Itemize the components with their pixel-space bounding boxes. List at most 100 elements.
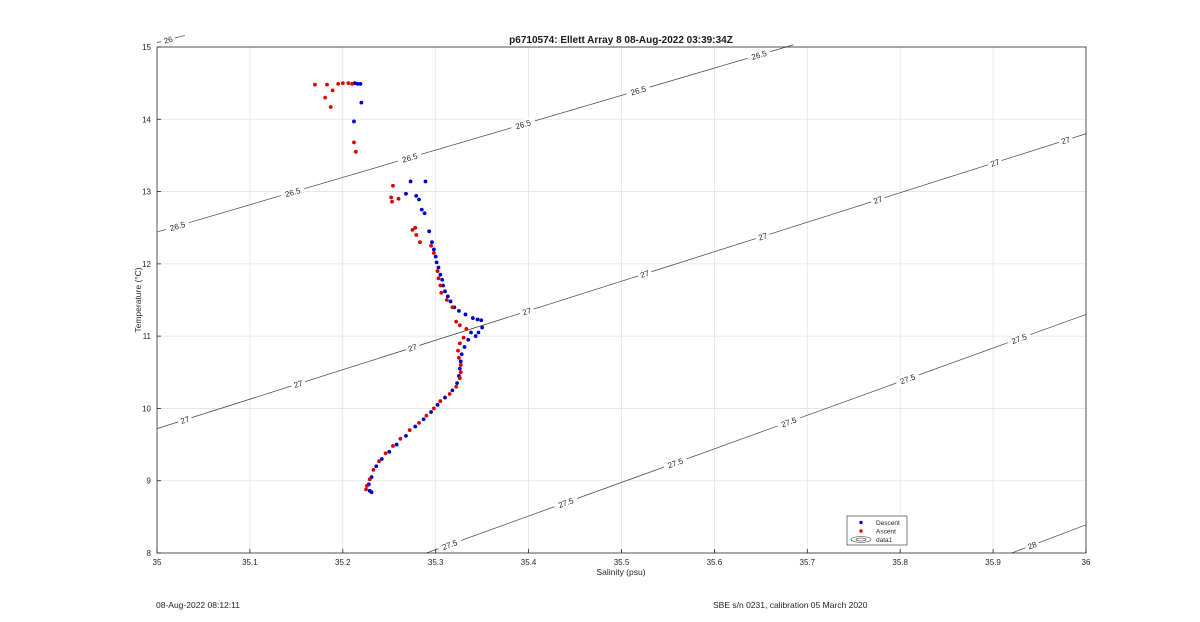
data-point-ascent <box>323 95 328 100</box>
data-point-descent <box>441 283 446 288</box>
data-point-ascent <box>444 298 449 302</box>
contour-label: 27 <box>990 157 1002 168</box>
data-point-ascent <box>391 444 395 448</box>
data-point-ascent <box>396 196 401 201</box>
data-point-descent <box>421 417 426 422</box>
data-point-ascent <box>457 323 462 328</box>
x-tick-label: 35.7 <box>800 558 816 567</box>
data-point-ascent <box>418 240 422 245</box>
data-point-descent <box>466 337 471 342</box>
data-point-ascent <box>365 483 369 488</box>
contour-label: 27 <box>757 231 769 242</box>
data-point-descent <box>470 316 475 320</box>
contour-label-bg <box>986 155 1004 170</box>
data-point-descent <box>394 442 399 447</box>
data-point-descent <box>443 395 447 400</box>
data-point-ascent <box>457 376 462 380</box>
data-point-ascent <box>429 243 433 248</box>
data-point-descent <box>457 308 461 313</box>
data-point-ascent <box>340 81 345 86</box>
contour-label-bg <box>869 192 887 207</box>
data-point-ascent <box>457 355 461 360</box>
contour-label: 26.5 <box>284 186 302 199</box>
contour-label-bg <box>625 82 652 99</box>
data-point-descent <box>455 381 459 386</box>
data-point-descent <box>413 424 418 429</box>
data-point-ascent <box>431 251 436 255</box>
data-point-ascent <box>456 348 460 353</box>
data-point-ascent <box>390 199 394 204</box>
data-point-ascent <box>391 183 395 188</box>
contour-line <box>156 133 1087 430</box>
data-point-descent <box>433 254 438 259</box>
data-point-ascent <box>367 477 372 482</box>
contour-label: 27 <box>872 194 884 205</box>
y-tick-label: 11 <box>143 332 152 341</box>
contour-label: 26.5 <box>169 220 187 233</box>
x-tick-label: 35.4 <box>521 558 537 567</box>
y-tick-label: 15 <box>142 43 151 52</box>
axis-ticks: 35 35.1 35.2 35.3 35.4 35.5 35.6 35.7 35.8 35.9 36… <box>142 43 1091 567</box>
contour-label: 27 <box>179 414 191 425</box>
x-tick-label: 35.6 <box>707 558 723 567</box>
data-point-descent <box>473 334 478 339</box>
legend-label: Descent <box>876 520 900 527</box>
y-tick-label: 13 <box>142 188 151 197</box>
contour-label-bg <box>1023 538 1041 553</box>
contour-label: 27 <box>639 269 651 280</box>
contour-label-bg <box>160 33 177 47</box>
data-point-descent <box>457 366 462 371</box>
data-point-ascent <box>450 305 455 310</box>
data-point-descent <box>429 410 433 414</box>
footer-timestamp: 08-Aug-2022 08:12:11 <box>156 600 240 610</box>
contour-label: 26.5 <box>750 49 768 62</box>
data-point-ascent <box>410 227 415 232</box>
data-point-ascent <box>398 436 403 441</box>
data-point-descent <box>463 312 468 317</box>
legend-label: data1 <box>876 537 893 544</box>
data-point-ascent <box>417 420 421 425</box>
legend-box <box>846 515 908 546</box>
data-point-descent <box>448 299 453 304</box>
data-point-descent <box>414 194 419 198</box>
data-point-ascent <box>439 290 444 295</box>
x-tick-label: 35.3 <box>428 558 444 567</box>
chart-title: p6710574: Ellett Array 8 08-Aug-2022 03:… <box>509 35 733 46</box>
data-point-descent <box>408 179 413 184</box>
data-point-descent <box>480 325 485 330</box>
data-point-ascent <box>458 370 463 375</box>
data-point-descent <box>479 318 484 323</box>
data-point-ascent <box>457 341 462 346</box>
data-point-ascent <box>313 82 317 87</box>
data-point-descent <box>352 119 356 124</box>
data-point-descent <box>450 388 455 393</box>
contour-label-bg <box>176 412 194 427</box>
data-point-ascent <box>461 335 466 340</box>
data-point-ascent <box>413 225 418 230</box>
contour-label-bg <box>396 149 423 166</box>
data-point-ascent <box>447 392 452 396</box>
x-tick-label: 35.5 <box>614 558 630 567</box>
x-tick-label: 35 <box>153 558 162 567</box>
contour-label-bg <box>552 493 579 512</box>
contour-line <box>1011 524 1087 554</box>
data-point-ascent <box>336 81 341 86</box>
data-point-descent <box>445 294 450 299</box>
data-point-ascent <box>346 81 351 86</box>
data-point-descent <box>469 330 473 335</box>
footer-calibration: SBE s/n 0231, calibration 05 March 2020 <box>713 600 868 610</box>
data-point-descent <box>431 247 436 252</box>
data-point-descent <box>459 352 464 357</box>
data-point-descent <box>379 457 384 461</box>
contour-label-bg <box>894 370 921 388</box>
data-point-descent <box>423 179 428 184</box>
y-tick-label: 14 <box>142 115 151 124</box>
data-point-ascent <box>435 269 440 273</box>
data-point-ascent <box>436 276 441 281</box>
data-point-descent <box>438 272 443 277</box>
contour-label-bg <box>279 183 306 201</box>
contour-label: 27 <box>521 306 533 317</box>
data-point-ascent <box>371 467 376 472</box>
